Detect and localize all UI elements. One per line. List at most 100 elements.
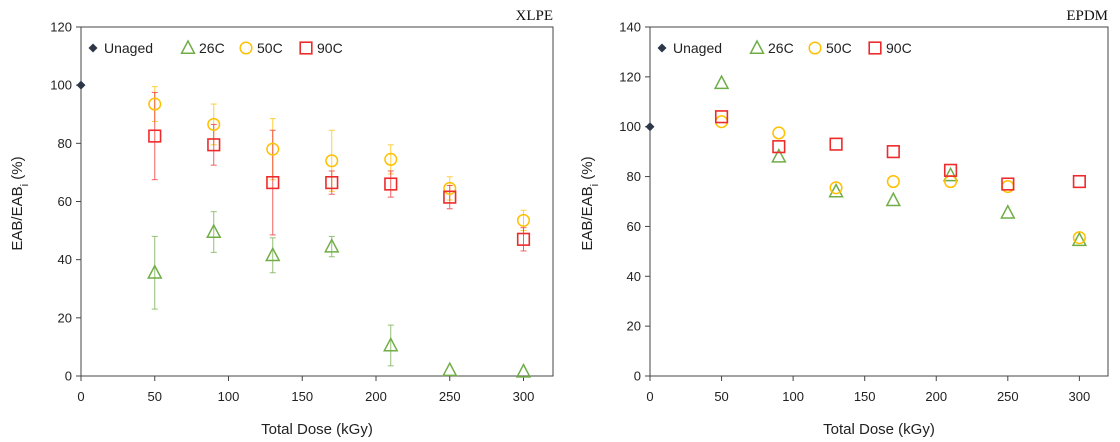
data-point-90c	[207, 138, 221, 152]
data-point-26c	[324, 237, 340, 253]
y-axis-label-unit: (%)	[579, 156, 596, 184]
data-point-50c	[715, 115, 729, 129]
x-tick-label: 0	[77, 389, 84, 404]
chart-title: EPDM	[1066, 8, 1108, 24]
data-point-90c	[829, 137, 843, 151]
legend-marker-50c	[808, 41, 822, 55]
y-tick-label: 60	[627, 219, 641, 234]
data-point-26c	[828, 182, 844, 198]
y-tick-label: 60	[58, 194, 72, 209]
y-tick-label: 120	[619, 69, 641, 84]
error-bar	[210, 211, 217, 253]
x-tick-label: 250	[439, 389, 461, 404]
data-point-26c	[713, 74, 730, 90]
data-point-90c	[325, 175, 339, 190]
data-point-90c	[1072, 174, 1086, 189]
data-point-50c	[266, 142, 280, 156]
y-axis-label-subscript: i	[589, 184, 601, 186]
x-tick-label: 50	[714, 389, 728, 404]
data-point-26c	[147, 264, 163, 279]
legend-label: 50C	[257, 40, 283, 56]
error-bar	[387, 170, 394, 198]
y-tick-label: 100	[619, 119, 641, 134]
data-point-50c	[384, 152, 398, 166]
data-point-90c	[714, 110, 729, 124]
y-axis-label-main: EAB/EAB	[9, 186, 26, 250]
error-bar	[151, 91, 158, 181]
legend-marker-unaged	[657, 43, 667, 53]
x-axis-label: Total Dose (kGy)	[823, 421, 935, 438]
y-tick-label: 100	[50, 78, 72, 93]
data-point-50c	[944, 175, 958, 189]
x-axis-label: Total Dose (kGy)	[261, 421, 373, 438]
legend-marker-26c	[180, 39, 196, 54]
data-point-90c	[148, 129, 162, 143]
x-tick-label: 0	[646, 389, 653, 404]
legend-label: 26C	[768, 40, 794, 56]
data-point-50c	[772, 126, 786, 140]
data-point-26c	[885, 191, 901, 207]
data-point-50c	[886, 175, 900, 189]
x-tick-label: 300	[513, 389, 535, 404]
error-bar	[210, 123, 217, 166]
data-point-26c	[942, 166, 959, 182]
x-tick-label: 150	[854, 389, 876, 404]
error-bar	[520, 227, 527, 252]
data-point-50c	[1072, 231, 1086, 245]
x-tick-label: 200	[925, 389, 947, 404]
error-bar	[387, 144, 394, 175]
error-bar	[269, 237, 276, 274]
legend-label: 50C	[826, 40, 852, 56]
x-tick-label: 50	[148, 389, 162, 404]
data-point-unaged	[76, 80, 86, 90]
y-tick-label: 80	[627, 169, 641, 184]
chart-title: XLPE	[516, 8, 554, 24]
error-bar	[446, 185, 453, 210]
y-tick-label: 0	[65, 369, 72, 384]
y-axis-label: EAB/EABi (%)	[9, 156, 31, 250]
error-bar	[151, 235, 158, 310]
legend-marker-unaged	[88, 43, 98, 53]
plot-frame	[649, 26, 1109, 377]
y-tick-label: 140	[619, 20, 641, 35]
y-tick-label: 40	[58, 252, 72, 267]
y-tick-label: 120	[50, 20, 72, 35]
legend-marker-26c	[749, 39, 765, 54]
data-point-26c	[265, 246, 281, 262]
y-axis-label: EAB/EABi (%)	[579, 156, 601, 250]
y-tick-label: 20	[58, 310, 72, 325]
legend-label: 26C	[199, 40, 225, 56]
legend-label: 90C	[886, 40, 912, 56]
data-point-50c	[148, 97, 162, 111]
y-tick-label: 20	[627, 319, 641, 334]
y-axis-label-subscript: i	[19, 184, 31, 186]
legend-label: 90C	[317, 40, 343, 56]
xlpe-chart: 0 20 40 60 80 100 120 0 50 100 150 200 250 300 Total D…	[9, 8, 554, 438]
legend-label: Unaged	[673, 40, 722, 56]
x-tick-label: 200	[365, 389, 387, 404]
x-tick-label: 300	[1069, 389, 1091, 404]
y-tick-label: 0	[634, 369, 641, 384]
data-point-50c	[325, 154, 339, 168]
plot-frame	[80, 26, 554, 377]
y-tick-label: 40	[627, 269, 641, 284]
data-point-26c	[206, 223, 222, 239]
legend-marker-90c	[299, 41, 313, 55]
data-point-26c	[383, 336, 399, 352]
data-point-26c	[442, 361, 458, 377]
data-point-50c	[516, 213, 531, 227]
data-point-90c	[772, 140, 786, 154]
data-point-50c	[207, 117, 221, 131]
data-point-90c	[443, 190, 457, 204]
data-point-26c	[515, 363, 532, 378]
data-point-26c	[771, 148, 787, 163]
data-point-90c	[886, 145, 900, 159]
legend-marker-90c	[868, 41, 882, 55]
data-point-90c	[516, 232, 531, 246]
error-bar	[387, 324, 394, 367]
epdm-chart: 0 20 40 60 80 100 120 140 0 50 100 150 200 250 300 Tota…	[579, 8, 1109, 438]
x-tick-label: 250	[997, 389, 1019, 404]
error-bar	[269, 129, 276, 236]
data-point-90c	[1001, 177, 1015, 191]
